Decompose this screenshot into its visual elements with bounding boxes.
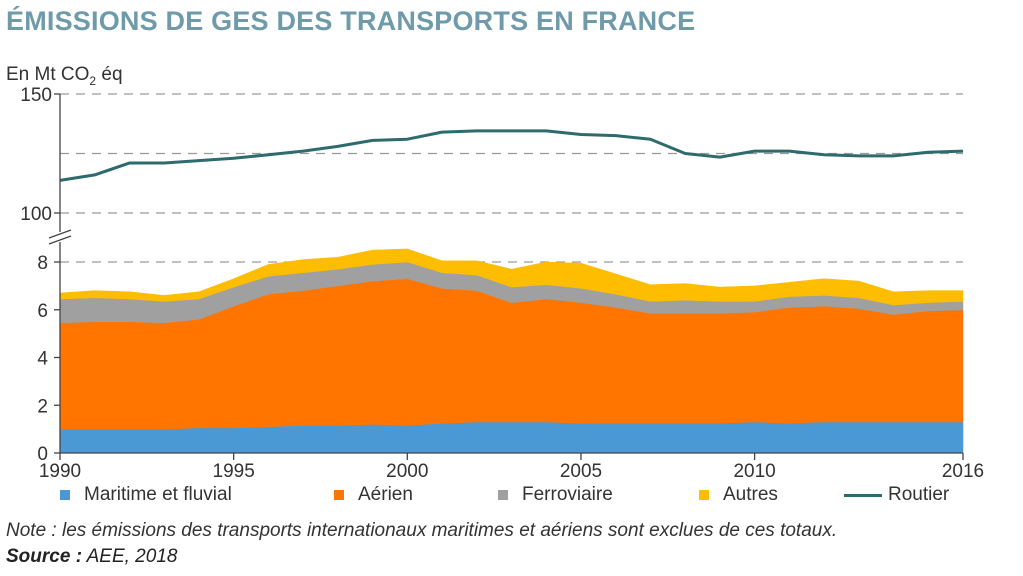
axis-break-mark [48, 229, 72, 239]
y-tick-label: 150 [20, 85, 52, 106]
legend-swatch [699, 490, 709, 500]
y-tick-label: 2 [37, 396, 48, 417]
y-tick-label: 100 [20, 204, 52, 225]
line-routier [59, 129, 964, 182]
routier-line-group [59, 129, 964, 182]
legend-label: Ferroviaire [522, 484, 613, 505]
source-value: AEE, 2018 [82, 546, 178, 567]
gridlines [60, 93, 963, 263]
y-tick-label: 0 [37, 444, 48, 465]
legend-item-routier: Routier [844, 484, 949, 506]
legend-label: Routier [888, 484, 950, 505]
axis-break-mark [48, 235, 72, 245]
legend-item-autres: Autres [699, 484, 778, 506]
axes: 100 150 0 2 4 6 8 1990 1995 2000 2005 2010 2016 [20, 85, 984, 480]
legend-item-maritime: Maritime et fluvial [60, 484, 232, 506]
legend-label: Aérien [358, 484, 413, 505]
chart-note: Note : les émissions des transports inte… [6, 520, 838, 541]
legend-swatch [498, 490, 508, 500]
legend-label: Autres [723, 484, 778, 505]
legend-item-aerien: Aérien [334, 484, 413, 506]
legend-line-swatch [844, 493, 882, 497]
stacked-areas [59, 248, 964, 454]
area-autres [59, 248, 964, 306]
legend-label: Maritime et fluvial [84, 484, 232, 505]
chart-canvas: 100 150 0 2 4 6 8 1990 1995 2000 2005 2010 2016 En M… [6, 64, 984, 480]
legend-swatch [334, 490, 344, 500]
legend: Maritime et fluvial Aérien Ferroviaire A… [0, 484, 1023, 514]
x-tick-label: 1995 [213, 461, 255, 480]
x-tick-label: 1990 [39, 461, 81, 480]
legend-item-ferroviaire: Ferroviaire [498, 484, 613, 506]
y-tick-label: 6 [37, 301, 48, 322]
chart-source: Source : AEE, 2018 [6, 546, 177, 568]
chart-title: ÉMISSIONS DE GES DES TRANSPORTS EN FRANC… [6, 6, 696, 36]
x-tick-label: 2016 [942, 461, 984, 480]
x-tick-label: 2010 [733, 461, 775, 480]
source-label: Source : [6, 546, 83, 567]
y-axis-unit-label: En Mt CO2 éq [6, 64, 123, 88]
x-tick-label: 2000 [386, 461, 428, 480]
y-tick-label: 4 [37, 349, 48, 370]
y-tick-label: 8 [37, 253, 48, 274]
x-tick-label: 2005 [560, 461, 602, 480]
legend-swatch [60, 490, 70, 500]
